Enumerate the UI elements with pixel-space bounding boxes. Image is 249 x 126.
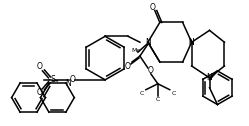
Text: C: C bbox=[172, 91, 176, 96]
Text: O: O bbox=[37, 62, 42, 71]
Text: N: N bbox=[65, 78, 71, 88]
Text: N: N bbox=[189, 38, 194, 47]
Text: N: N bbox=[189, 38, 194, 47]
Text: O: O bbox=[37, 88, 42, 97]
Text: C: C bbox=[140, 91, 144, 96]
Text: O: O bbox=[150, 3, 156, 12]
Text: N: N bbox=[207, 73, 212, 82]
Text: O: O bbox=[148, 66, 154, 75]
Text: Me: Me bbox=[131, 48, 141, 53]
Text: O: O bbox=[69, 75, 75, 84]
Text: S: S bbox=[50, 75, 55, 84]
Text: C: C bbox=[156, 97, 160, 102]
Text: N: N bbox=[145, 38, 151, 47]
Text: O: O bbox=[125, 62, 131, 71]
